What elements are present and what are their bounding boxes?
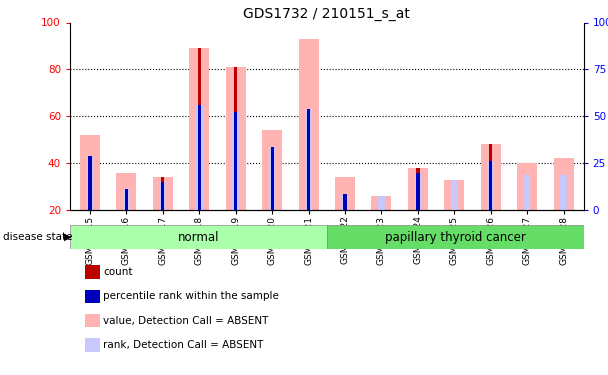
Bar — [371, 196, 392, 210]
Bar — [489, 161, 492, 210]
Bar — [80, 135, 100, 210]
Bar — [416, 172, 420, 210]
Text: percentile rank within the sample: percentile rank within the sample — [103, 291, 279, 301]
Bar — [161, 177, 165, 210]
Bar — [189, 48, 209, 210]
Bar — [262, 130, 282, 210]
Bar — [87, 156, 93, 210]
Title: GDS1732 / 210151_s_at: GDS1732 / 210151_s_at — [243, 8, 410, 21]
Bar — [481, 144, 501, 210]
Bar — [234, 67, 237, 210]
Bar — [451, 180, 458, 210]
Text: papillary thyroid cancer: papillary thyroid cancer — [385, 231, 526, 244]
Bar — [123, 189, 130, 210]
Bar — [342, 194, 348, 210]
Text: value, Detection Call = ABSENT: value, Detection Call = ABSENT — [103, 316, 269, 326]
Bar — [70, 225, 327, 249]
Bar — [153, 177, 173, 210]
Bar — [198, 48, 201, 210]
Bar — [307, 109, 310, 210]
Bar — [416, 168, 420, 210]
Text: rank, Detection Call = ABSENT: rank, Detection Call = ABSENT — [103, 340, 264, 350]
Bar — [488, 161, 494, 210]
Bar — [226, 67, 246, 210]
Bar — [344, 194, 347, 210]
Bar — [234, 112, 237, 210]
Bar — [489, 144, 492, 210]
Bar — [269, 147, 275, 210]
Text: normal: normal — [178, 231, 219, 244]
Bar — [196, 105, 202, 210]
Bar — [415, 172, 421, 210]
Bar — [561, 175, 567, 210]
Bar — [335, 177, 355, 210]
Bar — [517, 163, 537, 210]
Bar — [159, 182, 166, 210]
Bar — [88, 156, 92, 210]
Bar — [161, 182, 165, 210]
Text: count: count — [103, 267, 133, 277]
Bar — [327, 225, 584, 249]
Bar — [408, 168, 428, 210]
Bar — [232, 112, 239, 210]
Bar — [554, 158, 574, 210]
Bar — [125, 189, 128, 210]
Text: disease state: disease state — [3, 232, 72, 242]
Bar — [378, 196, 385, 210]
Bar — [299, 39, 319, 210]
Bar — [524, 175, 531, 210]
Bar — [116, 172, 136, 210]
Bar — [444, 180, 465, 210]
Bar — [271, 147, 274, 210]
Text: ▶: ▶ — [64, 232, 71, 242]
Bar — [305, 109, 312, 210]
Bar — [198, 105, 201, 210]
